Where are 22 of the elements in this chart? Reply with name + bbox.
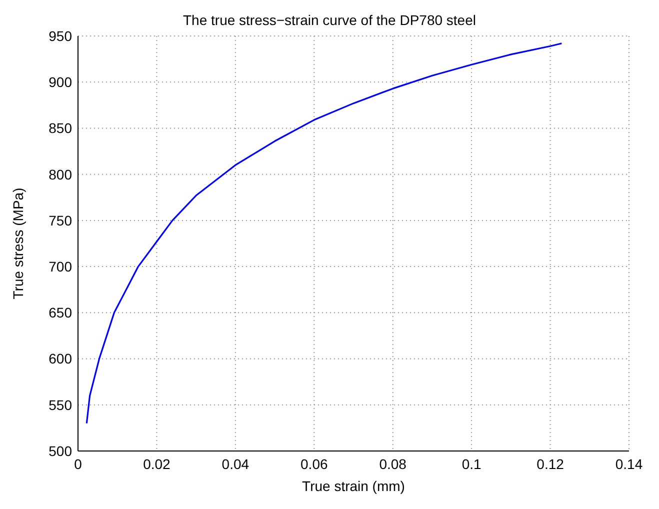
x-tick-label: 0.14 xyxy=(615,456,643,472)
y-tick-label: 700 xyxy=(48,258,72,275)
x-axis-title: True strain (mm) xyxy=(302,478,405,494)
y-tick-label: 550 xyxy=(48,396,72,413)
y-axis-title: True stress (MPa) xyxy=(10,188,26,300)
y-tick-label: 900 xyxy=(48,74,72,90)
x-tick-label: 0.08 xyxy=(379,456,407,472)
y-tick-label: 950 xyxy=(48,28,72,44)
chart-title: The true stress−strain curve of the DP780 steel xyxy=(182,12,477,28)
y-tick-label: 800 xyxy=(48,166,72,182)
y-tick-label: 500 xyxy=(48,442,72,459)
x-tick-label: 0.1 xyxy=(462,456,482,472)
x-tick-label: 0.06 xyxy=(300,456,328,472)
y-tick-label: 650 xyxy=(48,304,72,321)
y-tick-label: 600 xyxy=(48,350,72,367)
x-tick-label: 0.04 xyxy=(222,456,250,472)
y-tick-label: 750 xyxy=(48,212,72,228)
x-tick-label: 0.12 xyxy=(536,456,564,472)
y-tick-label: 850 xyxy=(48,120,72,136)
x-tick-label: 0 xyxy=(74,456,82,472)
line-series xyxy=(86,42,562,424)
x-tick-label: 0.02 xyxy=(143,456,171,472)
